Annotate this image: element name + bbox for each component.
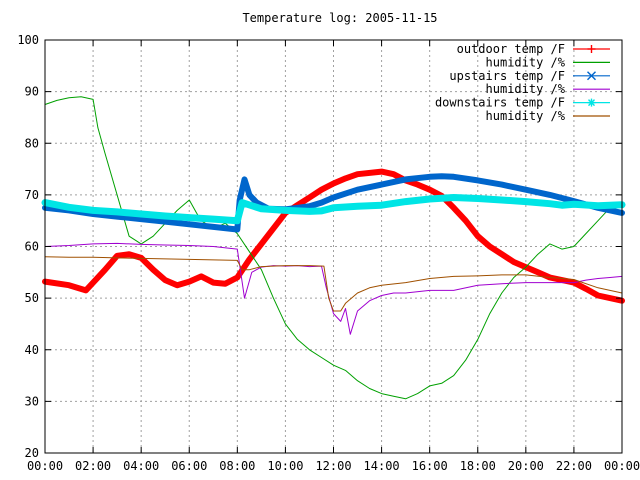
y-tick-label: 30 bbox=[25, 394, 39, 408]
x-tick-label: 12:00 bbox=[315, 459, 351, 473]
series-line bbox=[42, 168, 625, 304]
x-tick-label: 14:00 bbox=[364, 459, 400, 473]
x-tick-label: 00:00 bbox=[604, 459, 640, 473]
legend-label: upstairs temp /F bbox=[449, 69, 565, 83]
legend-label: humidity /% bbox=[486, 55, 566, 69]
x-tick-label: 22:00 bbox=[556, 459, 592, 473]
y-tick-label: 50 bbox=[25, 291, 39, 305]
x-tick-label: 20:00 bbox=[508, 459, 544, 473]
x-tick-label: 00:00 bbox=[27, 459, 63, 473]
x-tick-label: 06:00 bbox=[171, 459, 207, 473]
axes: 00:00 02:00 04:00 06:00 08:00 10:00 12:00 14:00… bbox=[17, 33, 640, 473]
y-tick-label: 80 bbox=[25, 136, 39, 150]
grid bbox=[45, 40, 622, 453]
x-tick-label: 02:00 bbox=[75, 459, 111, 473]
y-tick-label: 40 bbox=[25, 343, 39, 357]
x-tick-label: 18:00 bbox=[460, 459, 496, 473]
legend-label: outdoor temp /F bbox=[457, 42, 565, 56]
series-layer bbox=[41, 96, 626, 400]
legend-label: downstairs temp /F bbox=[435, 96, 565, 110]
legend-label: humidity /% bbox=[486, 82, 566, 96]
series-line bbox=[42, 173, 625, 233]
y-tick-label: 20 bbox=[25, 446, 39, 460]
legend-marker bbox=[588, 99, 595, 107]
y-tick-label: 90 bbox=[25, 85, 39, 99]
legend-marker bbox=[587, 71, 596, 81]
x-tick-label: 16:00 bbox=[412, 459, 448, 473]
x-tick-label: 10:00 bbox=[267, 459, 303, 473]
legend-label: humidity /% bbox=[486, 109, 566, 123]
y-tick-label: 70 bbox=[25, 188, 39, 202]
x-tick-label: 08:00 bbox=[219, 459, 255, 473]
x-tick-label: 04:00 bbox=[123, 459, 159, 473]
series-line bbox=[44, 256, 623, 312]
series-line bbox=[44, 242, 623, 335]
chart-title: Temperature log: 2005-11-15 bbox=[242, 11, 437, 25]
y-tick-label: 60 bbox=[25, 240, 39, 254]
series-line bbox=[41, 194, 626, 225]
series-line bbox=[44, 96, 623, 400]
y-tick-label: 100 bbox=[17, 33, 39, 47]
